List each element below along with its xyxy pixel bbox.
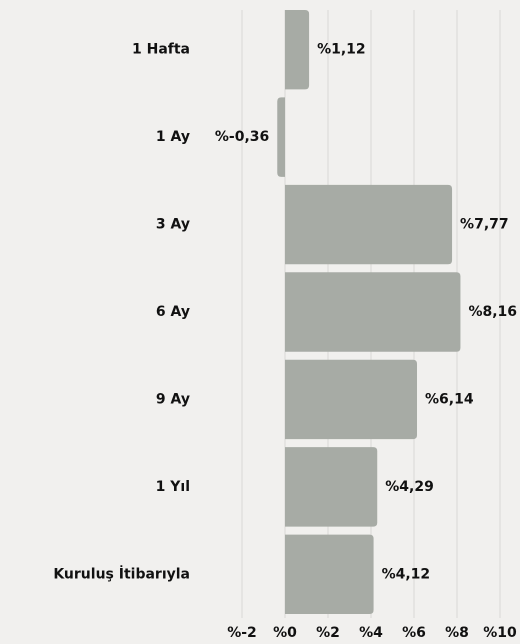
- x-tick-label: %-2: [227, 625, 257, 641]
- value-label: %8,16: [468, 304, 517, 320]
- value-label: %-0,36: [215, 129, 269, 145]
- value-label: %6,14: [425, 391, 474, 407]
- y-tick-label: 1 Hafta: [132, 42, 190, 58]
- bar: [285, 359, 418, 440]
- bar: [285, 447, 378, 527]
- x-tick-label: %2: [316, 625, 340, 641]
- x-tick-label: %10: [483, 625, 517, 641]
- x-tick-label: %6: [402, 625, 426, 641]
- x-tick-label: %8: [445, 625, 469, 641]
- x-tick-label: %0: [273, 625, 297, 641]
- value-label: %4,12: [382, 566, 431, 582]
- x-tick-label: %4: [359, 625, 383, 641]
- bar: [285, 10, 310, 90]
- y-tick-label: 1 Yıl: [156, 479, 190, 495]
- y-tick-label: 6 Ay: [156, 304, 190, 320]
- bar: [285, 272, 461, 352]
- value-label: %7,77: [460, 217, 509, 233]
- y-tick-label: 3 Ay: [156, 217, 190, 233]
- bar: [285, 534, 374, 614]
- bar: [277, 97, 285, 177]
- y-tick-label: 1 Ay: [156, 129, 190, 145]
- y-tick-label: Kuruluş İtibarıyla: [53, 565, 190, 582]
- value-label: %4,29: [385, 479, 434, 495]
- value-label: %1,12: [317, 42, 366, 58]
- y-tick-label: 9 Ay: [156, 391, 190, 407]
- bar: [285, 184, 453, 265]
